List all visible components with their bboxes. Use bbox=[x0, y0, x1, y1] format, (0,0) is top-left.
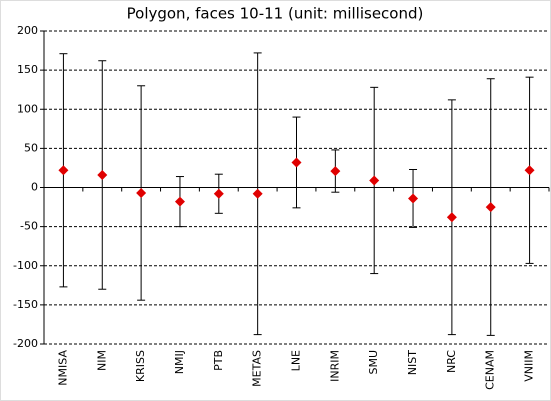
y-tick-label: 50 bbox=[24, 141, 38, 154]
y-tick-label: 100 bbox=[17, 102, 38, 115]
x-tick-label: METAS bbox=[251, 350, 264, 387]
x-tick-label: LNE bbox=[290, 350, 303, 371]
y-tick-label: 150 bbox=[17, 63, 38, 76]
x-tick-label: INRIM bbox=[328, 350, 341, 382]
y-tick-label: -50 bbox=[20, 220, 38, 233]
marker bbox=[252, 188, 263, 199]
x-tick-label: KRISS bbox=[134, 350, 147, 382]
x-tick-label: NRC bbox=[445, 350, 458, 373]
y-tick-label: 0 bbox=[31, 181, 38, 194]
x-tick-label: NIM bbox=[95, 350, 108, 371]
marker bbox=[446, 212, 457, 223]
x-tick-label: NMISA bbox=[56, 350, 69, 386]
y-tick-label: -150 bbox=[13, 298, 38, 311]
x-tick-label: PTB bbox=[212, 350, 225, 371]
marker bbox=[174, 196, 185, 207]
marker bbox=[369, 175, 380, 186]
marker bbox=[524, 165, 535, 176]
marker bbox=[58, 165, 69, 176]
chart-title: Polygon, faces 10-11 (unit: millisecond) bbox=[127, 5, 424, 23]
marker bbox=[291, 157, 302, 168]
x-tick-label: NMIJ bbox=[173, 350, 186, 374]
x-tick-label: SMU bbox=[367, 350, 380, 375]
marker bbox=[330, 166, 341, 177]
marker bbox=[136, 187, 147, 198]
marker bbox=[97, 169, 108, 180]
marker bbox=[213, 188, 224, 199]
marker bbox=[408, 193, 419, 204]
x-tick-label: NIST bbox=[406, 350, 419, 375]
y-tick-label: -100 bbox=[13, 259, 38, 272]
y-tick-label: -200 bbox=[13, 337, 38, 350]
x-tick-label: VNIIM bbox=[523, 350, 536, 382]
y-tick-label: 200 bbox=[17, 24, 38, 37]
x-tick-label: CENAM bbox=[484, 350, 497, 390]
marker bbox=[485, 202, 496, 213]
